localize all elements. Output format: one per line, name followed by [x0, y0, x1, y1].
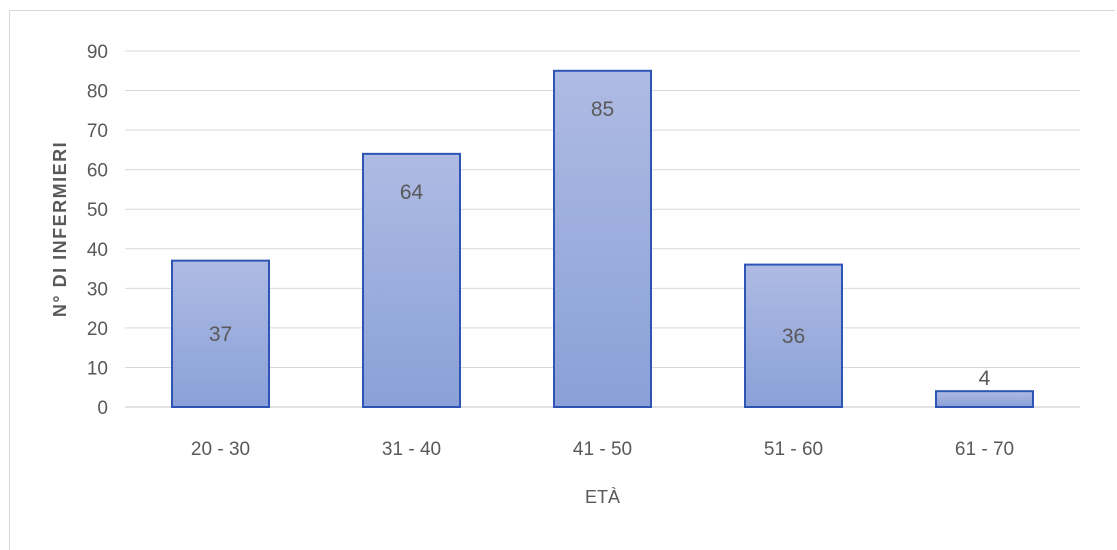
x-tick-label: 51 - 60: [764, 439, 823, 460]
bars: [171, 69, 1034, 409]
x-tick-labels: 20 - 30 31 - 40 41 - 50 51 - 60 61 - 70: [191, 439, 1014, 460]
bar: [553, 69, 652, 409]
x-tick-label: 41 - 50: [573, 439, 632, 460]
x-tick-label: 31 - 40: [382, 439, 441, 460]
bar: [935, 390, 1034, 408]
data-label: 85: [591, 98, 614, 121]
x-tick-label: 20 - 30: [191, 439, 250, 460]
data-labels: 37 64 85 36 4: [209, 98, 991, 390]
y-tick-label: 60: [87, 161, 108, 182]
y-tick-label: 70: [87, 121, 108, 142]
y-tick-label: 80: [87, 82, 108, 103]
bar: [171, 259, 270, 408]
bar: [744, 263, 843, 408]
x-axis-title: ETÀ: [585, 487, 620, 507]
y-tick-label: 10: [87, 358, 108, 379]
y-axis-title: N° DI INFERMIERI: [50, 141, 70, 317]
data-label: 37: [209, 323, 232, 346]
y-tick-label: 90: [87, 42, 108, 63]
y-tick-labels: 0 10 20 30 40 50 60 70 80 90: [87, 42, 108, 419]
data-label: 64: [400, 181, 424, 204]
y-tick-label: 50: [87, 200, 108, 221]
data-label: 36: [782, 325, 805, 348]
x-tick-label: 61 - 70: [955, 439, 1014, 460]
y-tick-label: 30: [87, 279, 108, 300]
y-tick-label: 20: [87, 319, 108, 340]
chart-frame: [9, 10, 1115, 550]
bar: [362, 152, 461, 408]
y-tick-label: 0: [97, 398, 108, 419]
y-tick-label: 40: [87, 240, 108, 261]
data-label: 4: [979, 367, 991, 390]
